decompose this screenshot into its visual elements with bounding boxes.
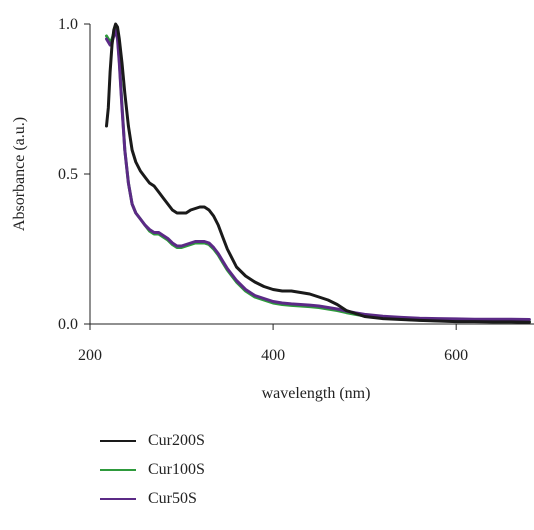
- x-tick-label: 400: [261, 347, 285, 364]
- series-line-cur200s: [105, 22, 531, 324]
- legend-swatch-cur200s: [100, 439, 136, 442]
- y-axis-title: Absorbance (a.u.): [11, 117, 28, 231]
- ticks: 0.0 0.5 1.0 200 400 600: [58, 16, 468, 364]
- legend-label-cur50s: Cur50S: [148, 489, 197, 507]
- y-tick-label: 0.5: [58, 166, 78, 183]
- y-tick-label: 1.0: [58, 16, 78, 33]
- legend: Cur200S Cur100S Cur50S: [100, 426, 205, 513]
- x-tick-label: 600: [444, 347, 468, 364]
- x-tick-label: 200: [78, 347, 102, 364]
- series-layer: [105, 22, 531, 324]
- legend-item-cur200s: Cur200S: [100, 426, 205, 455]
- y-tick-label: 0.0: [58, 316, 78, 333]
- series-line-cur50s: [105, 28, 531, 321]
- legend-item-cur100s: Cur100S: [100, 455, 205, 484]
- legend-swatch-cur100s: [100, 468, 136, 471]
- series-line-cur100s: [105, 25, 531, 324]
- axes: [89, 24, 534, 325]
- legend-label-cur200s: Cur200S: [148, 431, 205, 449]
- legend-label-cur100s: Cur100S: [148, 460, 205, 478]
- x-axis-title: wavelength (nm): [262, 385, 371, 402]
- legend-item-cur50s: Cur50S: [100, 484, 205, 513]
- legend-swatch-cur50s: [100, 497, 136, 500]
